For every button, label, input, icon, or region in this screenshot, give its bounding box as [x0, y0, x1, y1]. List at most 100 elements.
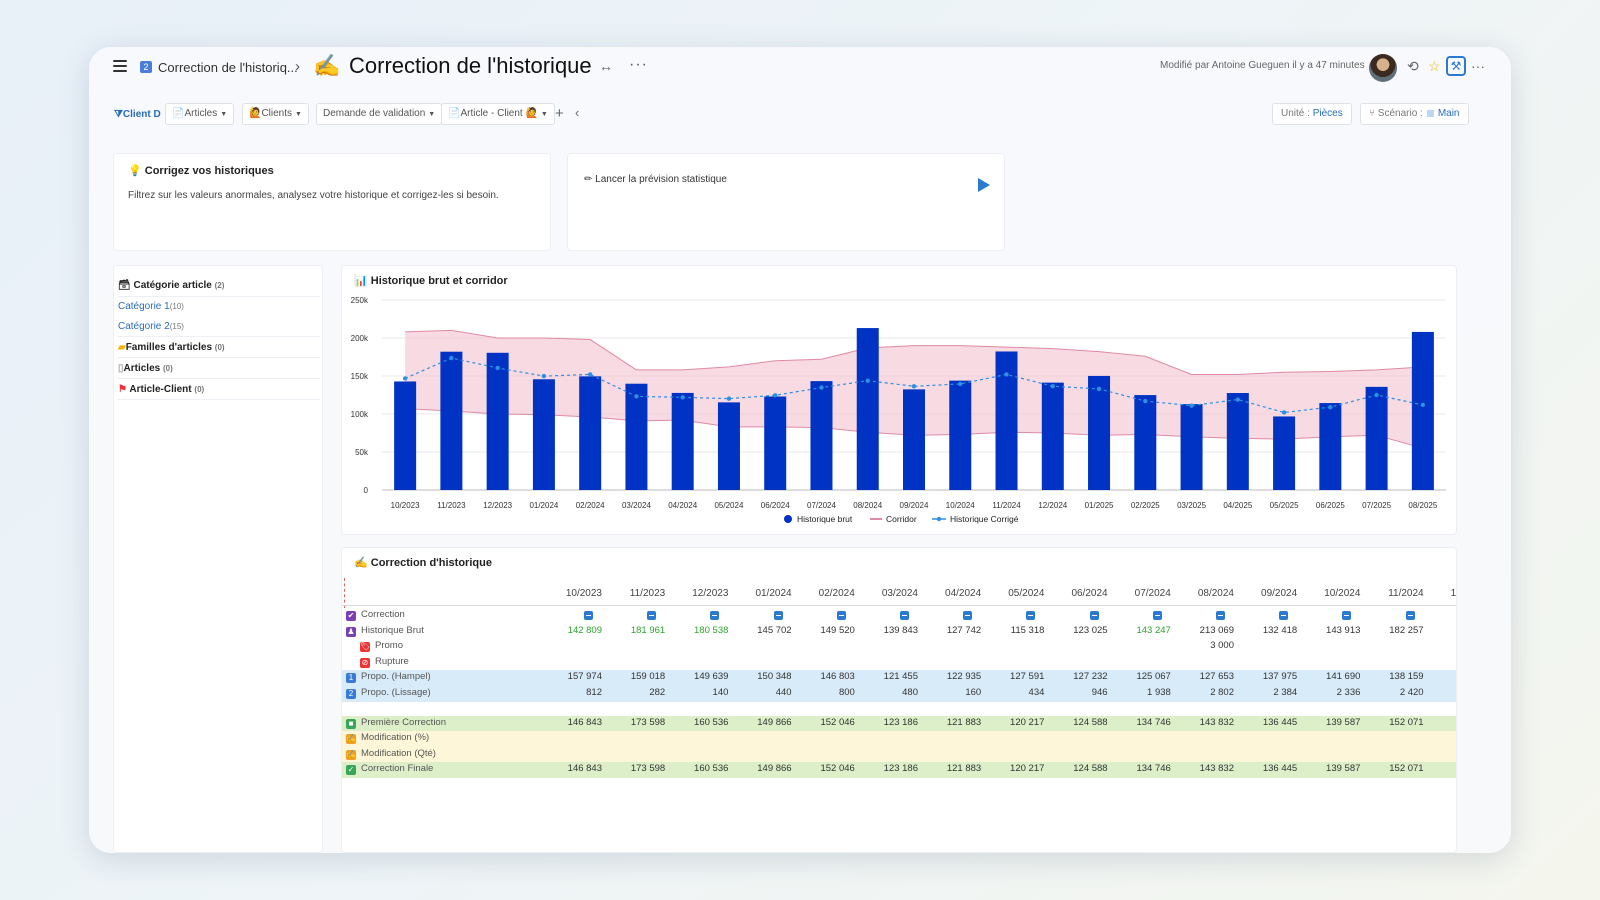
table-cell[interactable]: 136 445	[1262, 763, 1298, 775]
column-header[interactable]: 11/2023	[629, 588, 666, 599]
unit-selector[interactable]: Unité : Pièces	[1272, 103, 1352, 125]
table-cell[interactable]: 146 843	[567, 763, 602, 775]
table-cell[interactable]: 123 186	[883, 763, 918, 775]
correction-checkbox[interactable]	[1152, 611, 1162, 620]
table-cell[interactable]: 140	[712, 687, 729, 698]
sidebar-item-articles[interactable]: ▯Articles (0)	[118, 363, 320, 374]
table-cell[interactable]: 946	[1091, 687, 1108, 698]
sidebar-item-category-1[interactable]: Catégorie 1(10)	[118, 301, 320, 312]
table-cell[interactable]: 146 803	[820, 671, 855, 683]
table-cell[interactable]: 1 79	[1423, 687, 1456, 698]
correction-checkbox[interactable]	[1026, 611, 1036, 620]
table-cell[interactable]: 123 186	[883, 716, 918, 728]
table-cell[interactable]: 160	[965, 687, 982, 698]
table-cell[interactable]: 145 702	[757, 624, 792, 636]
table-cell[interactable]: 136 5	[1423, 717, 1456, 728]
table-cell[interactable]: 173 598	[630, 716, 666, 728]
table-cell[interactable]: 157 974	[567, 671, 602, 683]
table-cell[interactable]: 141 27	[1423, 625, 1456, 636]
table-cell[interactable]: 121 455	[883, 671, 918, 683]
table-cell[interactable]: 127 232	[1073, 671, 1108, 683]
scenario-selector[interactable]: ⑂ Scénario : Main	[1360, 103, 1469, 125]
table-cell[interactable]: 143 832	[1199, 716, 1234, 728]
correction-checkbox[interactable]	[773, 611, 783, 620]
table-cell[interactable]: 121 883	[946, 716, 982, 728]
forecast-action-card[interactable]: ✏ Lancer la prévision statistique	[567, 153, 1005, 251]
correction-checkbox[interactable]	[710, 611, 720, 620]
expand-arrows-icon[interactable]: ↔	[599, 58, 613, 74]
table-cell[interactable]: 134 2	[1423, 671, 1456, 682]
table-cell[interactable]: 434	[1028, 687, 1045, 698]
table-cell[interactable]: 120 217	[1010, 716, 1045, 728]
column-header[interactable]: 04/2024	[945, 588, 982, 599]
table-cell[interactable]: 121 883	[946, 763, 982, 775]
table-cell[interactable]: 152 071	[1389, 716, 1424, 728]
table-cell[interactable]: 3 000	[1210, 640, 1234, 652]
filter-chip-article-client[interactable]: 📄Article - Client 🙋 ▼	[441, 103, 555, 125]
column-header[interactable]: 11/2024	[1388, 588, 1424, 599]
table-cell[interactable]: 1 938	[1147, 687, 1171, 698]
correction-checkbox[interactable]	[647, 611, 657, 620]
tools-icon[interactable]: ⚒	[1446, 56, 1466, 76]
sidebar-category-header[interactable]: 🗃 Catégorie article (2)	[118, 280, 320, 291]
table-cell[interactable]: 160 536	[694, 763, 729, 775]
table-cell[interactable]: 160 536	[694, 716, 729, 728]
table-cell[interactable]: 149 866	[757, 716, 792, 728]
table-cell[interactable]: 173 598	[630, 763, 666, 775]
correction-checkbox[interactable]	[900, 611, 909, 620]
column-header[interactable]: 08/2024	[1197, 588, 1234, 599]
more-options-icon[interactable]: ···	[629, 56, 648, 73]
table-cell[interactable]: 123 025	[1073, 624, 1108, 636]
table-cell[interactable]: 134 746	[1136, 763, 1171, 775]
table-cell[interactable]: 2 336	[1336, 687, 1361, 698]
sidebar-item-category-2[interactable]: Catégorie 2(15)	[118, 321, 320, 332]
table-cell[interactable]: 150 348	[757, 671, 792, 683]
table-cell[interactable]: 152 046	[820, 716, 855, 728]
table-cell[interactable]: 127 742	[946, 624, 982, 636]
table-cell[interactable]: 2 802	[1210, 687, 1234, 698]
table-cell[interactable]: 2 384	[1273, 687, 1298, 698]
correction-checkbox[interactable]	[1089, 611, 1099, 620]
table-cell[interactable]: 146 843	[567, 716, 602, 728]
history-icon[interactable]: ⟲	[1407, 58, 1419, 74]
table-cell[interactable]: 159 018	[630, 671, 666, 683]
filter-chip-articles[interactable]: 📄Articles ▼	[165, 103, 235, 125]
correction-checkbox[interactable]	[1279, 611, 1289, 620]
correction-checkbox[interactable]	[1216, 611, 1225, 620]
table-cell[interactable]: 152 046	[820, 763, 855, 775]
table-cell[interactable]: 120 217	[1010, 763, 1045, 775]
table-cell[interactable]: 124 588	[1073, 763, 1108, 775]
table-cell[interactable]: 137 975	[1262, 671, 1298, 683]
column-header[interactable]: 05/2024	[1008, 588, 1045, 599]
column-header[interactable]: 02/2024	[818, 588, 855, 599]
table-cell[interactable]: 127 653	[1199, 671, 1234, 683]
more-icon[interactable]: ···	[1471, 58, 1485, 74]
column-header[interactable]: 06/2024	[1071, 588, 1108, 599]
table-cell[interactable]: 141 690	[1326, 671, 1361, 683]
column-header[interactable]: 12/2023	[692, 588, 729, 599]
table-cell[interactable]: 152 071	[1389, 763, 1424, 775]
correction-checkbox[interactable]	[1342, 611, 1352, 620]
filter-chip-validation[interactable]: Demande de validation ▼	[316, 103, 443, 125]
correction-checkbox[interactable]	[836, 611, 846, 620]
table-cell[interactable]: 139 587	[1326, 763, 1361, 775]
sidebar-item-families[interactable]: ▰Familles d'articles (0)	[118, 342, 320, 353]
table-cell[interactable]: 180 538	[694, 624, 729, 636]
table-cell[interactable]: 142 809	[567, 624, 602, 636]
column-header[interactable]: 10/2023	[565, 588, 602, 599]
correction-checkbox[interactable]	[584, 611, 593, 620]
table-cell[interactable]: 440	[775, 687, 792, 698]
column-header[interactable]: 07/2024	[1134, 588, 1171, 599]
avatar[interactable]	[1369, 54, 1397, 82]
table-cell[interactable]: 800	[838, 687, 855, 698]
table-cell[interactable]: 134 746	[1136, 716, 1171, 728]
chevron-left-icon[interactable]: ‹	[575, 105, 580, 120]
active-filter[interactable]: ⧩Client D	[114, 109, 161, 120]
table-cell[interactable]: 127 591	[1010, 671, 1045, 683]
table-cell[interactable]: 125 067	[1136, 671, 1171, 683]
table-cell[interactable]: 124 588	[1073, 716, 1108, 728]
table-cell[interactable]: 182 257	[1389, 624, 1424, 636]
sidebar-item-article-client[interactable]: ⚑ Article-Client (0)	[118, 384, 320, 395]
column-header[interactable]: 01/2024	[755, 588, 792, 599]
table-cell[interactable]: 139 587	[1326, 716, 1361, 728]
